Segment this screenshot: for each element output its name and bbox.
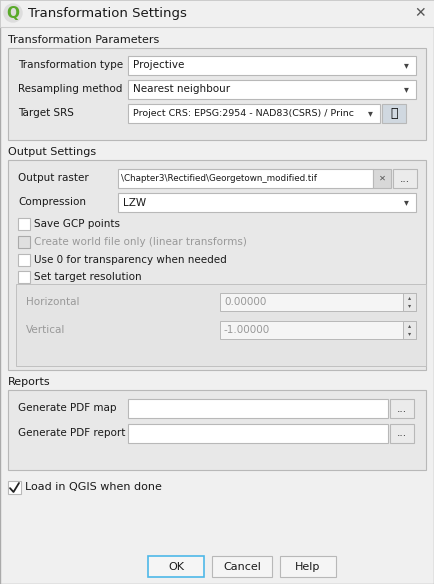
Text: ▾: ▾ xyxy=(408,332,411,336)
Bar xyxy=(220,321,416,339)
Text: -1.00000: -1.00000 xyxy=(224,325,270,335)
Text: Save GCP points: Save GCP points xyxy=(34,219,120,229)
Text: Transformation type: Transformation type xyxy=(18,60,123,70)
Text: ✕: ✕ xyxy=(378,174,385,183)
Text: Generate PDF report: Generate PDF report xyxy=(18,428,125,438)
Bar xyxy=(128,399,388,418)
Text: Help: Help xyxy=(295,561,321,572)
Bar xyxy=(390,424,414,443)
Circle shape xyxy=(4,4,22,22)
Text: \Chapter3\Rectified\Georgetown_modified.tif: \Chapter3\Rectified\Georgetown_modified.… xyxy=(121,174,317,183)
Text: Create world file only (linear transforms): Create world file only (linear transform… xyxy=(34,237,247,247)
Text: ...: ... xyxy=(397,404,407,413)
Text: ▾: ▾ xyxy=(404,85,408,95)
Text: ▾: ▾ xyxy=(368,109,372,119)
Text: LZW: LZW xyxy=(123,197,146,207)
Text: ▾: ▾ xyxy=(408,304,411,308)
Bar xyxy=(390,399,414,418)
Text: ▴: ▴ xyxy=(408,324,411,329)
Text: Reports: Reports xyxy=(8,377,51,387)
Text: ▴: ▴ xyxy=(408,296,411,301)
Text: Nearest neighbour: Nearest neighbour xyxy=(133,85,230,95)
Text: Target SRS: Target SRS xyxy=(18,108,74,118)
Bar xyxy=(118,169,373,188)
Text: Compression: Compression xyxy=(18,197,86,207)
Text: Horizontal: Horizontal xyxy=(26,297,79,307)
Bar xyxy=(8,390,426,470)
Bar xyxy=(18,236,30,248)
Text: ▾: ▾ xyxy=(404,61,408,71)
Text: Output Settings: Output Settings xyxy=(8,147,96,157)
Text: Vertical: Vertical xyxy=(26,325,66,335)
Text: OK: OK xyxy=(168,561,184,572)
Bar xyxy=(128,424,388,443)
Bar xyxy=(18,254,30,266)
Bar xyxy=(0,0,434,27)
Bar xyxy=(8,48,426,140)
Text: Transformation Parameters: Transformation Parameters xyxy=(8,35,159,45)
Bar xyxy=(403,321,416,339)
Text: ...: ... xyxy=(400,173,410,183)
Bar xyxy=(128,104,380,123)
Bar xyxy=(393,169,417,188)
Bar xyxy=(212,556,272,577)
Bar xyxy=(8,481,21,494)
Text: Projective: Projective xyxy=(133,61,184,71)
Bar xyxy=(403,293,416,311)
Bar xyxy=(280,556,336,577)
Bar xyxy=(128,80,416,99)
Text: 🌐: 🌐 xyxy=(390,107,398,120)
Bar xyxy=(373,169,391,188)
Text: 0.00000: 0.00000 xyxy=(224,297,266,307)
Text: Set target resolution: Set target resolution xyxy=(34,272,141,282)
Bar xyxy=(220,293,416,311)
Text: ...: ... xyxy=(397,429,407,439)
Text: Q: Q xyxy=(7,6,20,21)
Bar xyxy=(382,104,406,123)
Text: Load in QGIS when done: Load in QGIS when done xyxy=(25,482,162,492)
Bar xyxy=(18,218,30,230)
Text: Project CRS: EPSG:2954 - NAD83(CSRS) / Princ: Project CRS: EPSG:2954 - NAD83(CSRS) / P… xyxy=(133,109,354,118)
Bar xyxy=(18,271,30,283)
Text: Cancel: Cancel xyxy=(223,561,261,572)
Text: Generate PDF map: Generate PDF map xyxy=(18,403,116,413)
Text: Output raster: Output raster xyxy=(18,173,89,183)
Text: Resampling method: Resampling method xyxy=(18,84,122,94)
Bar xyxy=(16,284,426,366)
Bar xyxy=(128,56,416,75)
Text: Use 0 for transparency when needed: Use 0 for transparency when needed xyxy=(34,255,227,265)
Bar xyxy=(8,160,426,370)
Text: ✕: ✕ xyxy=(414,6,426,20)
Bar xyxy=(118,193,416,212)
Text: ▾: ▾ xyxy=(404,197,408,207)
Bar xyxy=(148,556,204,577)
Text: Transformation Settings: Transformation Settings xyxy=(28,6,187,19)
